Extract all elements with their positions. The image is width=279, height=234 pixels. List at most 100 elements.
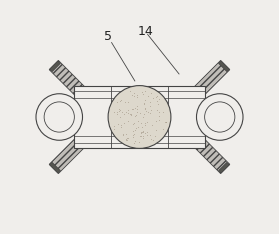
Point [131, 132, 136, 136]
Polygon shape [180, 124, 191, 135]
Point [123, 100, 128, 104]
Point [133, 114, 138, 117]
Point [117, 108, 122, 111]
Point [130, 135, 135, 139]
Polygon shape [88, 124, 99, 135]
Point [132, 141, 136, 145]
Point [143, 89, 148, 93]
Point [157, 114, 162, 118]
Point [124, 138, 129, 142]
Point [164, 120, 168, 124]
Point [119, 123, 124, 127]
Point [154, 128, 158, 132]
Point [139, 131, 143, 134]
Point [121, 133, 126, 137]
Point [141, 115, 145, 118]
Point [149, 91, 153, 95]
Point [112, 110, 116, 114]
Point [143, 109, 148, 113]
Point [138, 131, 143, 135]
Point [134, 113, 138, 117]
Point [131, 129, 135, 133]
Point [117, 107, 121, 110]
Polygon shape [180, 99, 191, 110]
Point [131, 122, 135, 125]
Polygon shape [179, 123, 230, 174]
Point [138, 134, 143, 138]
Point [140, 130, 145, 133]
Point [157, 118, 161, 122]
Point [122, 121, 126, 125]
Point [136, 125, 140, 129]
Polygon shape [50, 61, 61, 72]
Point [148, 108, 153, 112]
Point [112, 127, 117, 130]
Circle shape [44, 102, 74, 132]
Point [142, 121, 147, 125]
Point [142, 112, 146, 116]
Point [145, 120, 149, 124]
Point [131, 107, 135, 111]
Point [126, 111, 130, 115]
Point [154, 95, 158, 99]
Point [133, 128, 138, 132]
Point [119, 125, 123, 129]
Point [124, 138, 128, 142]
Point [136, 140, 141, 144]
Point [151, 96, 155, 100]
Point [128, 90, 132, 93]
Point [141, 130, 145, 134]
Circle shape [196, 94, 243, 140]
Point [155, 108, 159, 111]
Point [131, 91, 136, 95]
Point [134, 95, 139, 99]
Point [126, 136, 130, 140]
Point [138, 111, 142, 115]
Point [141, 92, 145, 95]
Point [147, 133, 152, 137]
Point [119, 98, 124, 102]
Point [145, 130, 149, 133]
Point [155, 94, 159, 98]
Point [135, 93, 140, 96]
Point [141, 134, 145, 138]
Point [147, 104, 152, 108]
Point [161, 110, 165, 114]
Point [136, 119, 140, 123]
Point [163, 121, 167, 124]
Point [134, 107, 139, 111]
Circle shape [36, 94, 83, 140]
Point [155, 99, 160, 103]
Point [138, 121, 143, 125]
Point [141, 129, 145, 132]
Text: 5: 5 [104, 30, 112, 43]
Point [132, 121, 136, 125]
Point [130, 93, 134, 97]
Point [146, 110, 150, 114]
Point [117, 109, 122, 112]
Point [154, 119, 159, 123]
Polygon shape [88, 99, 99, 110]
Text: 14: 14 [138, 25, 153, 38]
Point [124, 110, 129, 113]
Point [133, 106, 137, 110]
Point [122, 112, 126, 116]
Point [143, 98, 147, 102]
Point [134, 126, 139, 130]
Point [147, 111, 152, 115]
Point [116, 123, 121, 126]
Point [118, 115, 122, 119]
Point [153, 135, 157, 138]
Point [138, 134, 143, 138]
Point [150, 138, 155, 142]
Point [149, 137, 153, 140]
Circle shape [205, 102, 235, 132]
Polygon shape [179, 60, 230, 111]
Polygon shape [218, 162, 229, 173]
Point [115, 110, 120, 113]
Point [155, 102, 160, 106]
Point [115, 100, 119, 104]
Point [120, 110, 124, 114]
Polygon shape [49, 60, 100, 111]
Bar [74, 86, 205, 148]
